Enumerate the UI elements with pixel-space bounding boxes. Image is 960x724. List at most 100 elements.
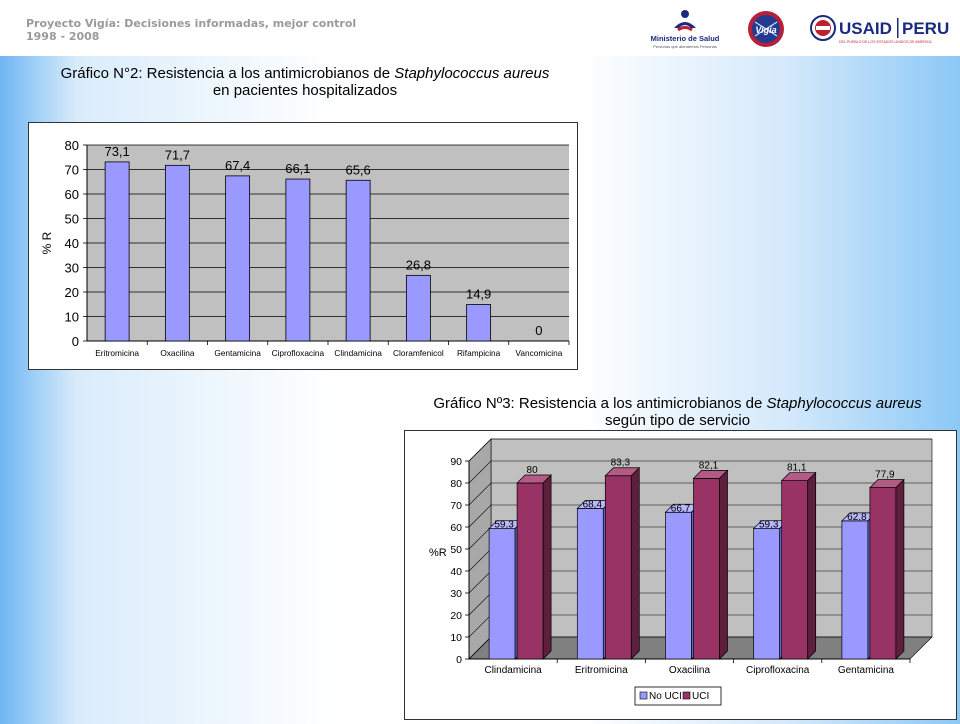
bar bbox=[345, 179, 371, 342]
bar bbox=[225, 175, 251, 342]
x-tick-label: Ciprofloxacina bbox=[272, 348, 325, 358]
y-tick-label: 10 bbox=[450, 632, 462, 644]
bar-front bbox=[781, 480, 809, 660]
bar-side bbox=[807, 471, 817, 660]
x-tick-label: Gentamicina bbox=[838, 665, 895, 676]
y-tick-label: 80 bbox=[65, 138, 79, 153]
y-tick-label: 60 bbox=[450, 522, 462, 534]
bar-front bbox=[841, 520, 869, 660]
legend-label: UCI bbox=[692, 691, 709, 702]
data-label: 66,7 bbox=[671, 503, 691, 514]
y-tick-label: 50 bbox=[450, 544, 462, 556]
x-tick-label: Eritromicina bbox=[575, 665, 628, 676]
y-tick-label: 20 bbox=[65, 285, 79, 300]
usaid-logo: USAID PERU DEL PUEBLO DE LOS ESTADOS UNI… bbox=[810, 15, 949, 44]
chart1-title: Gráfico N°2: Resistencia a los antimicro… bbox=[60, 65, 550, 99]
y-tick-label: 30 bbox=[65, 261, 79, 276]
bar-front bbox=[604, 475, 632, 660]
data-label: 73,1 bbox=[104, 144, 129, 159]
data-label: 14,9 bbox=[466, 286, 491, 301]
y-tick-label: 90 bbox=[450, 456, 462, 468]
y-tick-label: 70 bbox=[65, 163, 79, 178]
svg-text:Ministerio de Salud: Ministerio de Salud bbox=[651, 34, 720, 43]
y-tick-label: 0 bbox=[72, 334, 79, 349]
data-label: 77,9 bbox=[875, 470, 895, 481]
project-title: Proyecto Vigía: Decisiones informadas, m… bbox=[26, 17, 357, 30]
legend-box bbox=[634, 686, 722, 706]
bar bbox=[104, 161, 130, 342]
data-label: 71,7 bbox=[165, 147, 190, 162]
x-tick-label: Clindamicina bbox=[334, 348, 382, 358]
bar-side bbox=[719, 469, 728, 660]
data-label: 0 bbox=[535, 323, 542, 338]
y-axis-label: %R bbox=[429, 547, 447, 559]
project-years: 1998 - 2008 bbox=[26, 30, 100, 43]
header-bar: Proyecto Vigía: Decisiones informadas, m… bbox=[0, 0, 960, 56]
vigia-logo: Vigía bbox=[748, 11, 784, 47]
y-tick-label: 20 bbox=[450, 610, 462, 622]
x-tick-label: Gentamicina bbox=[214, 348, 261, 358]
svg-text:PERU: PERU bbox=[902, 19, 949, 38]
bar-side bbox=[542, 474, 552, 660]
y-tick-label: 40 bbox=[65, 236, 79, 251]
data-label: 67,4 bbox=[225, 158, 250, 173]
bar-side bbox=[895, 478, 905, 660]
y-tick-label: 70 bbox=[450, 500, 462, 512]
legend-swatch bbox=[639, 691, 648, 700]
bar-front bbox=[753, 528, 781, 660]
x-tick-label: Oxacilina bbox=[669, 665, 711, 676]
legend-label: No UCI bbox=[649, 691, 682, 702]
bar bbox=[466, 304, 492, 342]
bar-front bbox=[869, 487, 897, 660]
data-label: 81,1 bbox=[787, 463, 807, 474]
chart2-frame: 0 10 20 30 40 50 60 70 80 90 %R 59,3 80 Clindamicina 6… bbox=[404, 430, 957, 720]
bar-side bbox=[630, 466, 640, 660]
svg-text:DEL PUEBLO DE LOS ESTADOS UNID: DEL PUEBLO DE LOS ESTADOS UNIDOS DE AMER… bbox=[839, 40, 932, 44]
bar-front bbox=[516, 482, 544, 660]
y-tick-label: 0 bbox=[456, 654, 462, 666]
data-label: 66,1 bbox=[285, 161, 310, 176]
bar-front bbox=[693, 478, 720, 660]
chart2-title: Gráfico Nº3: Resistencia a los antimicro… bbox=[433, 395, 922, 429]
data-label: 68,4 bbox=[583, 500, 603, 511]
bar-front bbox=[576, 508, 604, 660]
data-label: 83,3 bbox=[611, 458, 631, 469]
y-tick-label: 60 bbox=[65, 187, 79, 202]
y-tick-label: 80 bbox=[450, 478, 462, 490]
legend-swatch bbox=[682, 691, 691, 700]
bar bbox=[405, 274, 431, 342]
x-tick-label: Oxacilina bbox=[160, 348, 195, 358]
svg-text:Vigía: Vigía bbox=[755, 25, 776, 35]
bar-front bbox=[488, 528, 516, 660]
data-label: 80 bbox=[527, 465, 539, 476]
x-tick-label: Clindamicina bbox=[484, 665, 542, 676]
bar-front bbox=[665, 511, 692, 660]
y-tick-label: 10 bbox=[65, 310, 79, 325]
chart1-svg: 0 10 20 30 40 50 60 70 80 % R 73,1 Eritromicina 71,7… bbox=[40, 138, 570, 358]
data-label: 62,8 bbox=[847, 512, 867, 523]
x-tick-label: Cloramfenicol bbox=[393, 348, 444, 358]
y-tick-label: 40 bbox=[450, 566, 462, 578]
bar bbox=[285, 178, 311, 342]
y-axis-label: % R bbox=[40, 231, 54, 254]
bar bbox=[164, 164, 190, 342]
minsa-logo: Ministerio de Salud Personas que atendem… bbox=[651, 10, 720, 49]
y-tick-label: 50 bbox=[65, 212, 79, 227]
svg-text:Personas que atendemos Persona: Personas que atendemos Personas bbox=[653, 44, 717, 49]
x-tick-label: Eritromicina bbox=[95, 348, 139, 358]
y-tick-label: 30 bbox=[450, 588, 462, 600]
x-tick-label: Ciprofloxacina bbox=[746, 665, 810, 676]
data-label: 59,3 bbox=[494, 520, 514, 531]
svg-text:USAID: USAID bbox=[839, 19, 892, 38]
x-tick-label: Rifampicina bbox=[457, 348, 501, 358]
data-label: 82,1 bbox=[699, 460, 719, 471]
gridline bbox=[468, 438, 932, 462]
chart1-frame: 0 10 20 30 40 50 60 70 80 % R 73,1 Eritromicina 71,7… bbox=[28, 122, 578, 370]
chart2-svg: 0 10 20 30 40 50 60 70 80 90 %R 59,3 80 Clindamicina 6… bbox=[429, 438, 933, 706]
data-label: 65,6 bbox=[345, 162, 370, 177]
data-label: 59,3 bbox=[759, 520, 779, 531]
legend: No UCI UCI bbox=[634, 686, 722, 706]
x-tick-label: Vancomicina bbox=[515, 348, 562, 358]
data-label: 26,8 bbox=[406, 257, 431, 272]
gridline bbox=[468, 460, 932, 484]
